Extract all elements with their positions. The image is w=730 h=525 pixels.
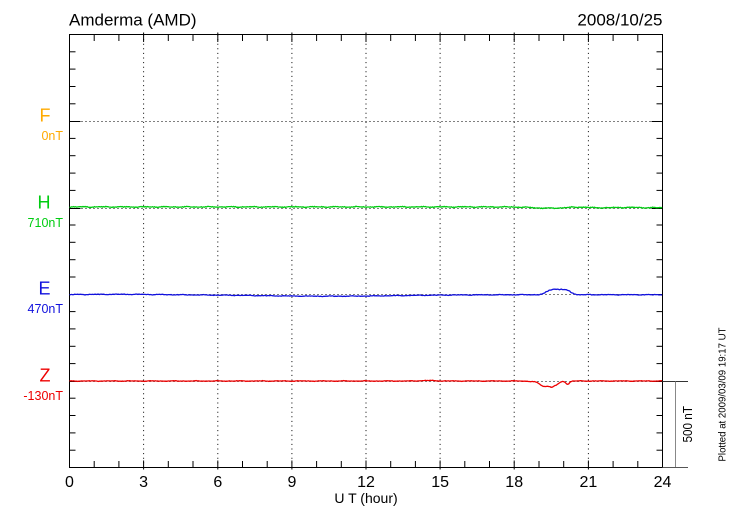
svg-text:-130nT: -130nT (23, 389, 63, 403)
svg-text:2008/10/25: 2008/10/25 (577, 11, 662, 30)
svg-text:21: 21 (580, 474, 598, 491)
svg-text:710nT: 710nT (28, 216, 64, 230)
svg-text:F: F (40, 106, 51, 126)
svg-text:15: 15 (431, 474, 449, 491)
svg-text:Z: Z (40, 366, 51, 386)
svg-text:Amderma (AMD): Amderma (AMD) (69, 11, 197, 30)
svg-text:3: 3 (139, 474, 148, 491)
svg-text:6: 6 (213, 474, 222, 491)
svg-text:E: E (38, 279, 50, 299)
svg-text:Plotted at 2009/03/09 19:17 UT: Plotted at 2009/03/09 19:17 UT (718, 328, 729, 462)
svg-text:0: 0 (65, 474, 74, 491)
svg-text:H: H (38, 193, 51, 213)
svg-text:0nT: 0nT (41, 129, 63, 143)
svg-text:470nT: 470nT (28, 302, 64, 316)
svg-text:24: 24 (654, 474, 672, 491)
svg-text:18: 18 (505, 474, 523, 491)
svg-text:9: 9 (287, 474, 296, 491)
svg-text:U T (hour): U T (hour) (334, 490, 397, 506)
svg-text:500 nT: 500 nT (680, 406, 695, 443)
svg-text:12: 12 (357, 474, 375, 491)
